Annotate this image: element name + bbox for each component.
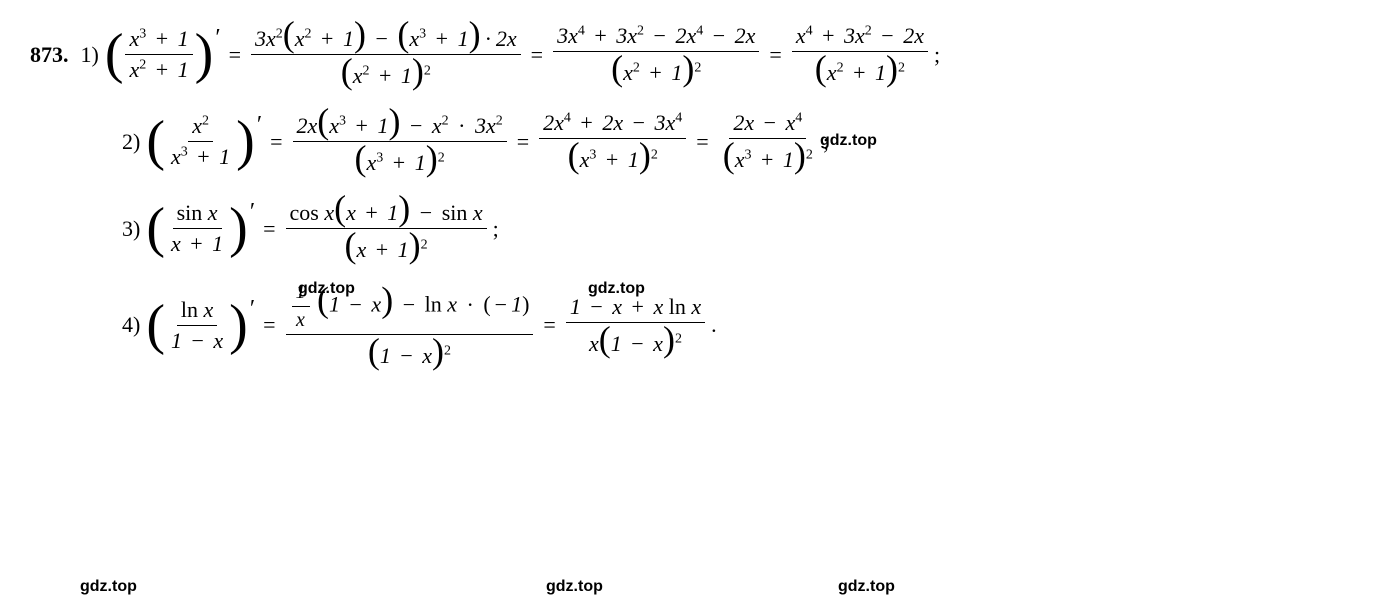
watermark: gdz.top bbox=[546, 578, 603, 596]
part-3-math: ( sin x x + 1 ) ′ = cos x(x + 1) − sin x… bbox=[146, 194, 498, 263]
solution-container: gdz.top gdz.top gdz.top gdz.top gdz.top … bbox=[30, 20, 1348, 369]
part-2-math: ( x2 x3 + 1 ) ′ = 2x(x3 + 1) − x2 · 3x2 … bbox=[146, 107, 829, 176]
part-1-math: ( x3 + 1 x2 + 1 ) ′ = 3x2(x2 + 1) − (x3 … bbox=[105, 20, 940, 89]
terminator: ; bbox=[934, 42, 940, 68]
watermark: gdz.top bbox=[588, 280, 645, 298]
part-label: 1) bbox=[81, 42, 99, 68]
part-2-row: 2) ( x2 x3 + 1 ) ′ = 2x(x3 + 1) − x2 · 3… bbox=[122, 107, 1348, 176]
watermark: gdz.top bbox=[80, 578, 137, 596]
problem-number: 873. bbox=[30, 42, 69, 68]
part-label: 2) bbox=[122, 129, 140, 155]
part-3-row: 3) ( sin x x + 1 ) ′ = cos x(x + 1) − si… bbox=[122, 194, 1348, 263]
terminator: ; bbox=[493, 216, 499, 242]
terminator: . bbox=[711, 312, 717, 338]
watermark: gdz.top bbox=[820, 132, 877, 150]
watermark: gdz.top bbox=[838, 578, 895, 596]
part-label: 4) bbox=[122, 312, 140, 338]
watermark: gdz.top bbox=[298, 280, 355, 298]
part-label: 3) bbox=[122, 216, 140, 242]
part-1-row: 873. 1) ( x3 + 1 x2 + 1 ) ′ = 3x2(x2 + 1… bbox=[30, 20, 1348, 89]
